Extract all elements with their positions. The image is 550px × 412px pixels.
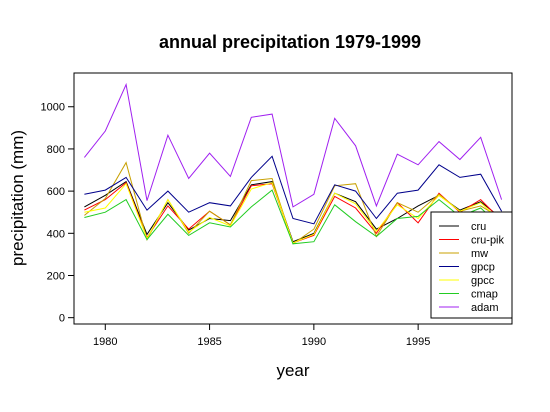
series-line-adam — [84, 82, 503, 208]
series-line-gpcp — [84, 155, 503, 225]
chart-title: annual precipitation 1979-1999 — [159, 32, 421, 52]
legend-label-cru-pik: cru-pik — [471, 235, 505, 247]
x-tick-label: 1990 — [302, 336, 326, 348]
y-axis: 0 200 400 600 800 1000 — [41, 102, 74, 325]
x-axis-label: year — [276, 361, 309, 380]
legend-label-mw: mw — [471, 248, 488, 260]
y-tick-label: 800 — [47, 144, 65, 156]
x-axis: 1980 1985 1990 1995 — [93, 324, 430, 348]
legend-label-adam: adam — [471, 302, 499, 314]
legend-label-gpcc: gpcc — [471, 275, 495, 287]
y-tick-label: 600 — [47, 186, 65, 198]
y-tick-label: 400 — [47, 228, 65, 240]
y-tick-label: 200 — [47, 270, 65, 282]
y-tick-label: 0 — [59, 313, 65, 325]
x-tick-label: 1985 — [197, 336, 221, 348]
plot-frame — [73, 72, 513, 325]
x-tick-label: 1980 — [93, 336, 117, 348]
legend-box — [430, 211, 513, 319]
legend-label-cru: cru — [471, 221, 486, 233]
series-line-cmap — [84, 189, 502, 245]
legend-label-cmap: cmap — [471, 289, 498, 301]
x-tick-label: 1995 — [406, 336, 430, 348]
plot-area — [84, 82, 503, 245]
y-axis-label: precipitation (mm) — [8, 130, 27, 266]
legend-label-gpcp: gpcp — [471, 262, 495, 274]
y-tick-label: 1000 — [41, 102, 65, 114]
